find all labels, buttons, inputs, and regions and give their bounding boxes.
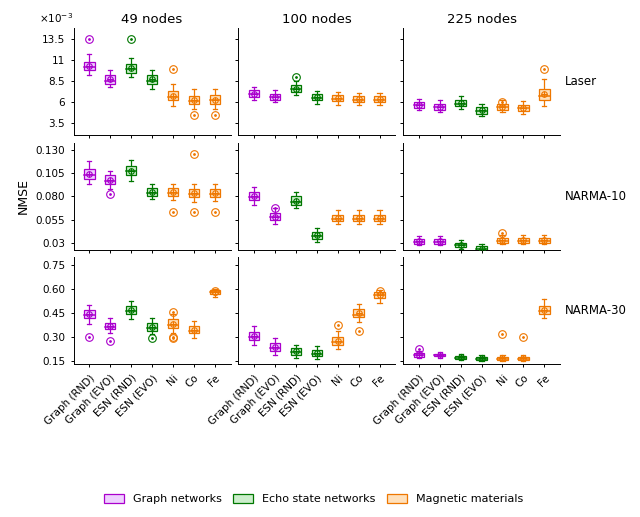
Bar [518,357,529,360]
Bar [374,292,385,298]
Text: NARMA-30: NARMA-30 [564,305,627,317]
Y-axis label: NMSE: NMSE [17,178,30,215]
Bar [126,306,136,314]
Bar [333,337,343,344]
Bar [291,348,301,355]
Bar [518,238,529,242]
Bar [518,104,529,111]
Bar [209,95,220,104]
Bar [539,306,550,314]
Bar [249,192,259,200]
Bar [209,290,220,294]
Text: NARMA-10: NARMA-10 [564,190,627,203]
Bar [84,62,95,70]
Bar [249,90,259,97]
Bar [168,188,178,195]
Text: $\times10^{-3}$: $\times10^{-3}$ [39,11,73,25]
Bar [435,104,445,110]
Bar [269,343,280,351]
Bar [333,95,343,101]
Bar [105,175,115,185]
Bar [497,238,508,242]
Bar [147,75,157,84]
Bar [312,232,322,239]
Bar [539,238,550,242]
Bar [84,169,95,179]
Bar [333,215,343,221]
Bar [374,215,385,221]
Bar [147,188,157,195]
Bar [168,320,178,328]
Bar [147,323,157,330]
Bar [497,357,508,360]
Title: 100 nodes: 100 nodes [282,13,351,26]
Bar [435,239,445,244]
Bar [476,357,487,360]
Bar [435,354,445,357]
Bar [456,100,466,106]
Title: 225 nodes: 225 nodes [447,13,516,26]
Bar [353,215,364,221]
Bar [189,326,199,333]
Bar [312,350,322,356]
Bar [84,311,95,318]
Text: Laser: Laser [564,75,597,88]
Bar [312,95,322,100]
Bar [497,104,508,110]
Legend: Graph networks, Echo state networks, Magnetic materials: Graph networks, Echo state networks, Mag… [100,490,527,509]
Bar [105,323,115,329]
Bar [269,213,280,220]
Bar [456,242,466,247]
Bar [269,94,280,99]
Bar [126,166,136,175]
Bar [413,239,424,244]
Bar [413,353,424,357]
Bar [168,91,178,100]
Bar [353,96,364,102]
Bar [189,189,199,197]
Bar [291,196,301,205]
Bar [413,102,424,108]
Bar [456,356,466,359]
Bar [476,246,487,251]
Bar [249,332,259,340]
Bar [539,88,550,100]
Bar [126,64,136,73]
Bar [105,75,115,84]
Bar [189,96,199,104]
Bar [291,85,301,92]
Bar [209,189,220,197]
Bar [476,107,487,114]
Bar [353,309,364,317]
Bar [374,96,385,102]
Title: 49 nodes: 49 nodes [122,13,182,26]
